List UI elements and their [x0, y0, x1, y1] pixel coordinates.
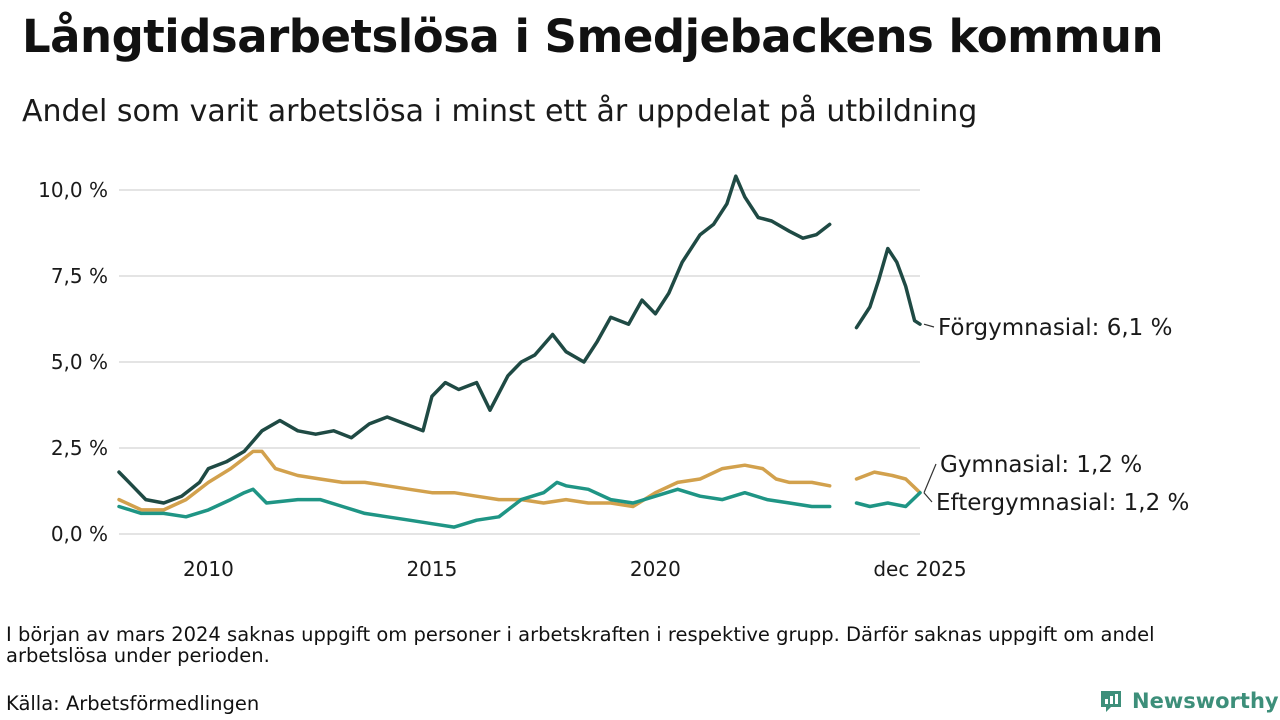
label-connector: [923, 323, 935, 328]
newsworthy-icon: [1101, 691, 1121, 712]
x-tick-label: 2020: [630, 557, 681, 581]
source-text: Källa: Arbetsförmedlingen: [6, 692, 260, 715]
y-tick-label: 2,5 %: [51, 436, 108, 460]
chart-title: Långtidsarbetslösa i Smedjebackens kommu…: [22, 10, 1164, 63]
line-chart: 0,0 % 2,5 % 5,0 % 7,5 % 10,0 % 2010 2015 2020 d…: [38, 174, 1189, 581]
series-end-labels: Förgymnasial: 6,1 % Gymnasial: 1,2 % Efter…: [923, 315, 1189, 516]
x-tick-label: 2015: [406, 557, 457, 581]
y-tick-label: 5,0 %: [51, 350, 108, 374]
series-line-förgymnasial: [854, 246, 922, 330]
y-tick-label: 10,0 %: [38, 178, 108, 202]
series-line-eftergymnasial: [854, 490, 922, 509]
label-connector: [923, 463, 937, 493]
y-tick-label: 7,5 %: [51, 264, 108, 288]
x-tick-label: dec 2025: [873, 557, 966, 581]
series-end-label: Gymnasial: 1,2 %: [940, 452, 1142, 478]
series-line-eftergymnasial: [117, 480, 832, 529]
x-tick-label: 2010: [183, 557, 234, 581]
series-end-label: Förgymnasial: 6,1 %: [938, 315, 1172, 341]
y-tick-label: 0,0 %: [51, 522, 108, 546]
series-line-gymnasial: [117, 449, 832, 512]
brand-logo[interactable]: Newsworthy: [1098, 688, 1279, 714]
x-axis: 2010 2015 2020 dec 2025: [183, 557, 967, 581]
series-line-gymnasial: [854, 470, 922, 495]
label-connector: [923, 492, 933, 503]
footnote: I början av mars 2024 saknas uppgift om …: [6, 623, 1155, 667]
y-axis: 0,0 % 2,5 % 5,0 % 7,5 % 10,0 %: [38, 178, 108, 546]
brand-name: Newsworthy: [1132, 689, 1279, 713]
series-lines: [117, 174, 922, 529]
series-end-label: Eftergymnasial: 1,2 %: [936, 490, 1189, 516]
chart-subtitle: Andel som varit arbetslösa i minst ett å…: [22, 94, 978, 129]
series-line-förgymnasial: [117, 174, 832, 505]
